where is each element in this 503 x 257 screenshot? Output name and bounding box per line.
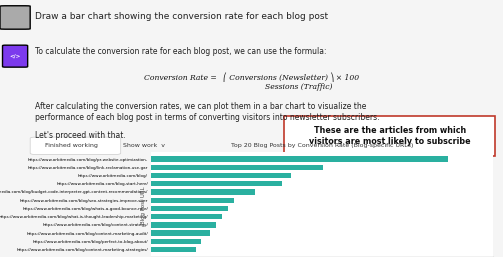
Bar bbox=[151, 165, 323, 170]
FancyBboxPatch shape bbox=[3, 45, 28, 67]
Bar bbox=[151, 222, 216, 227]
Text: Draw a bar chart showing the conversion rate for each blog post: Draw a bar chart showing the conversion … bbox=[35, 12, 328, 21]
FancyBboxPatch shape bbox=[284, 116, 495, 156]
Text: Show work  v: Show work v bbox=[123, 143, 165, 148]
Text: These are the articles from which
visitors are most likely to subscribe: These are the articles from which visito… bbox=[309, 126, 471, 146]
Bar bbox=[151, 189, 255, 195]
FancyBboxPatch shape bbox=[0, 6, 30, 29]
Text: Finished working: Finished working bbox=[45, 143, 98, 148]
Title: Top 20 Blog Posts by Conversion Rate (Blog-specific URLs): Top 20 Blog Posts by Conversion Rate (Bl… bbox=[231, 143, 413, 149]
Bar bbox=[151, 214, 222, 219]
Bar bbox=[151, 157, 448, 162]
Bar bbox=[151, 231, 210, 236]
Text: Blog Post URL: Blog Post URL bbox=[141, 187, 146, 224]
Bar bbox=[151, 206, 228, 211]
Text: Let's proceed with that.: Let's proceed with that. bbox=[35, 131, 126, 140]
Bar bbox=[151, 198, 234, 203]
Text: After calculating the conversion rates, we can plot them in a bar chart to visua: After calculating the conversion rates, … bbox=[35, 102, 380, 122]
Text: </>: </> bbox=[10, 54, 21, 59]
Bar bbox=[151, 239, 202, 244]
FancyBboxPatch shape bbox=[30, 137, 121, 154]
Bar bbox=[151, 173, 291, 178]
Text: To calculate the conversion rate for each blog post, we can use the formula:: To calculate the conversion rate for eac… bbox=[35, 47, 327, 56]
Text: Conversion Rate =   ⎛ Conversions (Newsletter) ⎞ × 100
                         : Conversion Rate = ⎛ Conversions (Newslet… bbox=[144, 72, 359, 91]
Bar bbox=[151, 247, 196, 252]
Bar bbox=[151, 181, 282, 186]
